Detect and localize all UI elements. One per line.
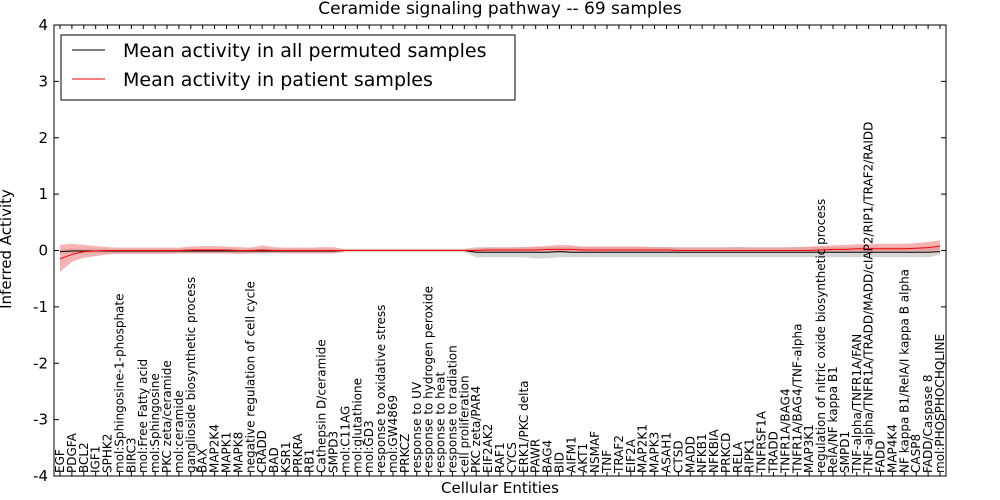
x-tick-label: PRKCD xyxy=(719,433,733,473)
x-tick-label: MAP4K4 xyxy=(885,424,899,473)
x-tick-label: regulation of nitric oxide biosynthetic … xyxy=(814,199,828,473)
line-series-0 xyxy=(59,250,941,253)
x-tick-label: TNF-alpha/TNFR1A/FAN xyxy=(850,334,864,474)
x-tick-label: MAP2K1 xyxy=(636,424,650,473)
x-tick-label: TNFR1A/BAG4/TNF-alpha xyxy=(790,324,804,474)
x-tick-label: EIF2AK2 xyxy=(481,424,495,473)
x-tick-label: mol:C11AG xyxy=(338,406,352,473)
x-tick-label: response to radiation xyxy=(445,345,459,473)
y-tick-label: 3 xyxy=(38,72,48,90)
x-tick-label: PDGFA xyxy=(65,432,79,473)
legend-box xyxy=(60,34,516,101)
axes: -4 -3 -2 -1 0 1 2 3 4 xyxy=(33,16,947,485)
x-tick-label: MADD xyxy=(683,436,697,473)
x-tick-label: mol:ceramide xyxy=(172,390,186,473)
x-tick-label: BCL2 xyxy=(77,442,91,473)
legend-label-patient: Mean activity in patient samples xyxy=(123,69,433,91)
x-tick-label: BIRC3 xyxy=(124,437,138,473)
x-tick-label: AIFM1 xyxy=(564,436,578,473)
x-tick-label: MAPK8 xyxy=(231,432,245,473)
x-tick-label: FADD xyxy=(874,441,888,474)
x-tick-label: CRADD xyxy=(255,430,269,473)
x-tick-label: KSR1 xyxy=(279,442,293,473)
x-tick-label: BAX xyxy=(196,448,210,473)
x-tick-label: SMPD1 xyxy=(838,431,852,473)
x-tick-label: mol:glutathione xyxy=(350,378,364,473)
x-tick-labels: EGFPDGFABCL2IGF1SPHK2mol:Sphingosine-1-p… xyxy=(53,122,947,474)
x-tick-label: mol:Sphingosine-1-phosphate xyxy=(112,294,126,474)
x-tick-label: NFKB1 xyxy=(695,433,709,473)
x-tick-label: RelA/NF kappa B1 xyxy=(826,366,840,473)
x-tick-label: response to oxidative stress xyxy=(374,305,388,473)
x-tick-label: PRKCZ xyxy=(398,434,412,473)
x-tick-label: RAF1 xyxy=(493,442,507,473)
band-series-1 xyxy=(60,240,940,272)
y-tick-label: -1 xyxy=(33,298,48,316)
x-axis-label: Cellular Entities xyxy=(441,479,559,497)
x-tick-label: EIF2A xyxy=(624,438,638,473)
x-tick-label: negative regulation of cell cycle xyxy=(243,281,257,473)
x-tick-label: TRAF2 xyxy=(612,435,626,474)
x-tick-label: response to UV xyxy=(410,381,424,473)
y-axis-label: Inferred Activity xyxy=(0,189,15,309)
x-tick-label: TNF-alpha/TNFR1A/TRADD/MADD/cIAP2/RIP1/T… xyxy=(862,122,876,474)
x-tick-label: ERK1/PKC delta xyxy=(517,380,531,473)
x-tick-label: NFKBIA xyxy=(707,428,721,473)
y-tick-label: -2 xyxy=(33,354,48,372)
x-tick-label: RB1 xyxy=(303,449,317,473)
x-tick-label: cell proliferation xyxy=(457,375,471,473)
x-tick-label: TNF xyxy=(600,450,614,474)
x-tick-label: response to hydrogen peroxide xyxy=(422,286,436,473)
y-tick-label: -4 xyxy=(33,467,48,485)
x-tick-label: TRADD xyxy=(767,431,781,474)
x-tick-label: MAP2K4 xyxy=(208,424,222,473)
x-tick-label: SMPD3 xyxy=(327,431,341,473)
x-tick-label: FADD/Caspase 8 xyxy=(921,374,935,473)
y-tick-label: 0 xyxy=(38,242,48,260)
x-tick-label: BAG4 xyxy=(541,440,555,473)
x-tick-label: PRKRA xyxy=(291,433,305,473)
line-series-1 xyxy=(59,245,941,260)
x-tick-label: EGF xyxy=(53,449,67,473)
x-tick-label: PKC zeta/ceramide xyxy=(160,360,174,473)
x-tick-label: CYCS xyxy=(505,442,519,473)
x-tick-label: RELA xyxy=(731,441,745,473)
x-tick-label: MAPK3 xyxy=(648,432,662,473)
y-tick-label: -3 xyxy=(33,411,48,429)
x-tick-label: CASP8 xyxy=(909,434,923,473)
chart-title: Ceramide signaling pathway -- 69 samples xyxy=(318,0,682,19)
x-tick-label: PAWR xyxy=(529,439,543,473)
x-tick-label: TNFR1A/BAG4 xyxy=(778,388,792,474)
x-tick-label: BID xyxy=(552,452,566,473)
x-tick-label: RIPK1 xyxy=(743,438,757,473)
x-tick-label: response to heat xyxy=(434,371,448,473)
legend: Mean activity in all permuted samples Me… xyxy=(60,34,516,101)
x-tick-label: MAP3K1 xyxy=(802,424,816,473)
x-tick-label: NF kappa B1/RelA/I kappa B alpha xyxy=(897,269,911,473)
x-tick-label: AKT1 xyxy=(576,443,590,473)
x-tick-label: ASAH1 xyxy=(659,432,673,473)
x-tick-label: NSMAF xyxy=(588,431,602,473)
x-tick-label: MAPK1 xyxy=(219,432,233,473)
x-tick-label: PKC zeta/PAR4 xyxy=(469,386,483,473)
x-tick-label: mol:Sphingosine xyxy=(148,373,162,473)
y-tick-label: 1 xyxy=(38,185,48,203)
x-tick-label: ganglioside biosynthetic process xyxy=(184,277,198,473)
x-tick-label: BAD xyxy=(267,447,281,473)
x-tick-label: Cathepsin D/ceramide xyxy=(315,339,329,473)
legend-label-permuted: Mean activity in all permuted samples xyxy=(123,40,486,62)
x-tick-label: mol:GD3 xyxy=(362,420,376,473)
x-tick-label: mol:Free Fatty acid xyxy=(136,359,150,473)
y-tick-label: 2 xyxy=(38,129,48,147)
x-tick-label: mol:GW4869 xyxy=(386,395,400,473)
x-tick-label: IGF1 xyxy=(89,446,103,473)
y-tick-label: 4 xyxy=(38,16,48,34)
x-tick-label: TNFRSF1A xyxy=(755,410,769,474)
x-tick-label: SPHK2 xyxy=(101,434,115,473)
x-tick-label: mol:PHOSPHOCHOLINE xyxy=(933,334,947,473)
x-tick-label: CTSD xyxy=(671,440,685,473)
